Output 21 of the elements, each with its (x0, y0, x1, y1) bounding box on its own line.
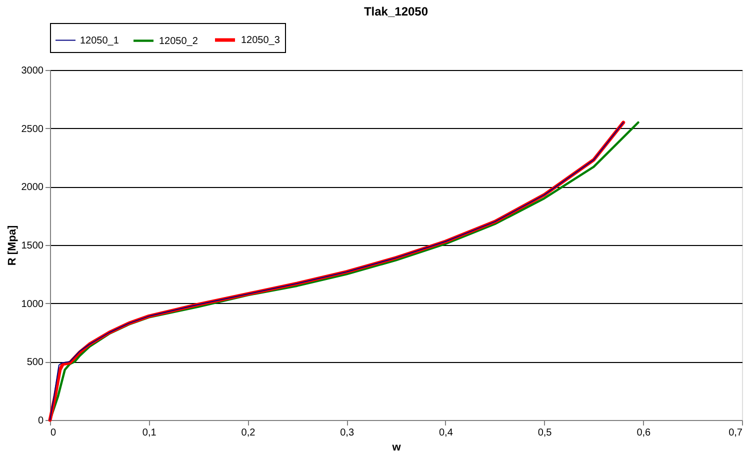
x-tick-label: 0 (50, 428, 56, 438)
y-tick-label: 500 (26, 357, 44, 368)
y-axis-title: R [Mpa] (6, 225, 18, 266)
x-tick-label: 0,4 (438, 428, 454, 438)
y-tick-label: 3000 (21, 66, 44, 76)
y-tick-label: 1500 (21, 240, 44, 252)
y-tick-label: 0 (38, 416, 44, 426)
x-axis-title: w (391, 442, 402, 454)
x-tick-label: 0,1 (142, 428, 157, 438)
x-tick-label: 0,3 (340, 428, 354, 438)
y-tick-label: 2000 (21, 182, 44, 194)
chart-title: Tlak_12050 (364, 4, 428, 18)
y-tick-label: 2500 (21, 124, 44, 135)
legend-label: 12050_2 (159, 36, 198, 47)
legend-label: 12050_3 (241, 35, 280, 46)
x-tick-label: 0,2 (241, 428, 256, 438)
x-tick-label: 0,7 (728, 428, 743, 438)
x-tick-label: 0,5 (538, 428, 552, 438)
x-tick-label: 0,6 (636, 428, 652, 438)
legend-label: 12050_1 (80, 35, 120, 46)
y-tick-label: 1000 (21, 298, 44, 310)
